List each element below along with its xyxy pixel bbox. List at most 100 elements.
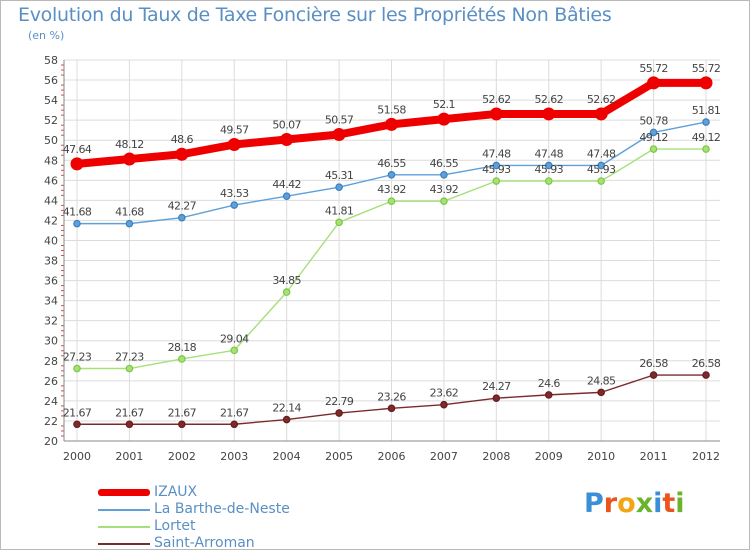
chart-title: Evolution du Taux de Taxe Foncière sur l… [18, 4, 612, 26]
data-point-la-barthe-de-neste [178, 213, 186, 222]
y-tick-label: 30 [44, 335, 58, 348]
data-point-saint-arroman [492, 394, 501, 402]
data-point-lortet [387, 197, 396, 205]
data-point-izaux [122, 152, 136, 166]
data-point-saint-arroman [702, 371, 710, 379]
data-label-la-barthe-de-neste: 41.68 [63, 206, 92, 219]
data-label-lortet: 27.23 [63, 351, 92, 364]
data-point-la-barthe-de-neste [544, 161, 553, 170]
data-point-la-barthe-de-neste [73, 219, 81, 228]
legend-swatch-la-barthe-de-neste [98, 509, 150, 511]
y-tick-label: 28 [44, 355, 58, 368]
data-label-la-barthe-de-neste: 47.48 [482, 147, 511, 160]
y-tick-label: 46 [44, 174, 58, 187]
x-tick-label: 2007 [430, 450, 458, 463]
data-point-lortet [702, 145, 710, 153]
data-point-saint-arroman [440, 400, 448, 409]
data-point-saint-arroman [335, 409, 343, 417]
legend-label-saint-arroman: Saint-Arroman [154, 535, 255, 551]
y-tick-label: 34 [44, 295, 58, 308]
legend-swatch-lortet [98, 526, 150, 528]
data-label-lortet: 45.93 [482, 163, 511, 176]
data-point-la-barthe-de-neste [492, 161, 501, 170]
x-tick-label: 2010 [587, 450, 615, 463]
data-label-lortet: 49.12 [639, 131, 668, 144]
x-tick-label: 2002 [168, 450, 196, 463]
data-label-saint-arroman: 21.67 [220, 406, 249, 419]
x-tick-label: 2005 [325, 450, 353, 463]
data-label-izaux: 52.62 [535, 93, 564, 106]
data-label-saint-arroman: 21.67 [115, 406, 144, 419]
legend-swatch-saint-arroman [98, 543, 150, 545]
data-point-la-barthe-de-neste [440, 171, 448, 179]
data-point-la-barthe-de-neste [335, 183, 343, 192]
data-label-lortet: 34.85 [272, 274, 301, 287]
x-tick-label: 2008 [482, 450, 510, 463]
data-label-izaux: 48.12 [115, 138, 144, 151]
data-label-la-barthe-de-neste: 43.53 [220, 187, 249, 200]
y-tick-label: 56 [44, 74, 58, 87]
x-tick-label: 2009 [535, 450, 563, 463]
y-tick-label: 40 [44, 234, 58, 247]
x-tick-label: 2004 [273, 450, 301, 463]
x-tick-label: 2003 [220, 450, 248, 463]
data-point-izaux [594, 107, 608, 121]
data-point-la-barthe-de-neste [230, 201, 239, 209]
data-label-la-barthe-de-neste: 46.55 [430, 157, 459, 170]
x-tick-label: 2000 [63, 450, 91, 463]
data-label-saint-arroman: 21.67 [168, 406, 197, 419]
data-point-lortet [597, 177, 605, 185]
data-label-lortet: 27.23 [115, 351, 144, 364]
data-point-lortet [649, 145, 658, 153]
data-label-saint-arroman: 23.26 [377, 390, 406, 403]
data-point-izaux [70, 157, 84, 171]
data-point-saint-arroman [649, 371, 658, 379]
y-tick-label: 24 [44, 395, 58, 408]
data-label-lortet: 29.04 [220, 332, 249, 345]
data-point-lortet [335, 218, 343, 227]
data-point-lortet [544, 177, 553, 185]
data-label-saint-arroman: 22.79 [325, 395, 354, 408]
data-label-lortet: 45.93 [535, 163, 564, 176]
data-point-lortet [230, 346, 239, 355]
data-point-saint-arroman [178, 420, 186, 429]
data-point-lortet [282, 288, 291, 296]
y-tick-label: 42 [44, 214, 58, 227]
y-axis-unit: (en %) [28, 29, 65, 42]
x-tick-label: 2006 [378, 450, 406, 463]
data-point-la-barthe-de-neste [702, 118, 710, 126]
data-point-izaux [175, 147, 189, 161]
data-label-lortet: 49.12 [692, 131, 721, 144]
data-label-izaux: 49.57 [220, 124, 249, 137]
y-tick-label: 32 [44, 315, 58, 328]
legend-label-la-barthe-de-neste: La Barthe-de-Neste [154, 501, 290, 517]
data-label-saint-arroman: 26.58 [692, 357, 721, 370]
y-tick-label: 52 [44, 114, 58, 127]
data-label-lortet: 43.92 [377, 183, 406, 196]
data-point-la-barthe-de-neste [125, 219, 134, 228]
x-tick-label: 2012 [692, 450, 720, 463]
data-point-izaux [280, 133, 294, 147]
data-label-la-barthe-de-neste: 51.81 [692, 104, 721, 117]
data-point-izaux [385, 117, 398, 131]
data-point-la-barthe-de-neste [597, 161, 605, 170]
y-tick-label: 44 [44, 194, 58, 207]
data-label-lortet: 45.93 [587, 163, 616, 176]
data-point-izaux [699, 76, 713, 90]
data-point-saint-arroman [73, 420, 81, 429]
y-tick-label: 58 [44, 54, 58, 67]
data-label-izaux: 52.62 [587, 93, 616, 106]
data-point-saint-arroman [544, 391, 553, 399]
data-label-izaux: 55.72 [639, 62, 668, 75]
data-label-izaux: 52.1 [433, 98, 455, 111]
proxiti-logo: Proxiti [584, 488, 685, 519]
data-label-la-barthe-de-neste: 41.68 [115, 206, 144, 219]
data-label-saint-arroman: 26.58 [639, 357, 668, 370]
data-label-saint-arroman: 22.14 [272, 402, 301, 415]
data-label-la-barthe-de-neste: 46.55 [377, 157, 406, 170]
data-label-izaux: 50.07 [272, 119, 301, 132]
data-label-saint-arroman: 24.85 [587, 374, 616, 387]
data-point-izaux [542, 107, 556, 121]
data-point-saint-arroman [125, 420, 134, 429]
data-point-la-barthe-de-neste [387, 171, 396, 179]
